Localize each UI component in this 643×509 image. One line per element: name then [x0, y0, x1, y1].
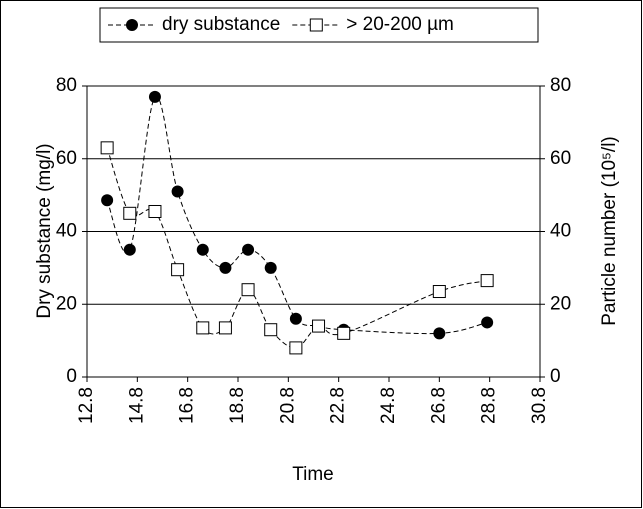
y-tick-label: 20 [56, 293, 77, 314]
point [148, 204, 162, 218]
point [289, 312, 302, 325]
y2-tick-label: 40 [550, 221, 571, 242]
legend-marker [309, 18, 323, 32]
x-tick-label: 26.8 [428, 387, 449, 424]
y-tick-label: 0 [66, 366, 77, 387]
x-tick-label: 30.8 [529, 387, 550, 424]
point [480, 274, 494, 288]
point [264, 261, 277, 274]
y2-axis-title: Particle number (10⁵/l) [599, 136, 620, 326]
point [241, 283, 255, 297]
y-tick-label: 80 [56, 75, 77, 96]
point [123, 243, 136, 256]
legend-label: dry substance [162, 14, 280, 35]
point [100, 141, 114, 155]
point [337, 326, 351, 340]
point [196, 243, 209, 256]
x-tick-label: 12.8 [76, 387, 97, 424]
y2-tick-label: 60 [550, 148, 571, 169]
point [196, 321, 210, 335]
x-tick-label: 16.8 [177, 387, 198, 424]
x-tick-label: 24.8 [378, 387, 399, 424]
point [218, 321, 232, 335]
y2-tick-label: 0 [550, 366, 561, 387]
legend-marker [126, 19, 138, 31]
x-axis-title: Time [292, 464, 334, 485]
y-axis-title: Dry substance (mg/l) [34, 143, 55, 318]
x-tick-label: 28.8 [479, 387, 500, 424]
point [171, 263, 185, 277]
x-tick-label: 22.8 [328, 387, 349, 424]
point [481, 316, 494, 329]
y-tick-label: 40 [56, 221, 77, 242]
legend-label: > 20-200 µm [346, 14, 454, 35]
point [433, 327, 446, 340]
x-tick-label: 18.8 [227, 387, 248, 424]
y2-tick-label: 80 [550, 75, 571, 96]
point [289, 341, 303, 355]
point [219, 261, 232, 274]
point [123, 206, 137, 220]
x-tick-label: 20.8 [277, 387, 298, 424]
point [148, 90, 161, 103]
point [312, 319, 326, 333]
point [242, 243, 255, 256]
point [432, 285, 446, 299]
y-tick-label: 60 [56, 148, 77, 169]
point [101, 194, 114, 207]
y2-tick-label: 20 [550, 293, 571, 314]
x-tick-label: 14.8 [126, 387, 147, 424]
point [264, 323, 278, 337]
point [171, 185, 184, 198]
